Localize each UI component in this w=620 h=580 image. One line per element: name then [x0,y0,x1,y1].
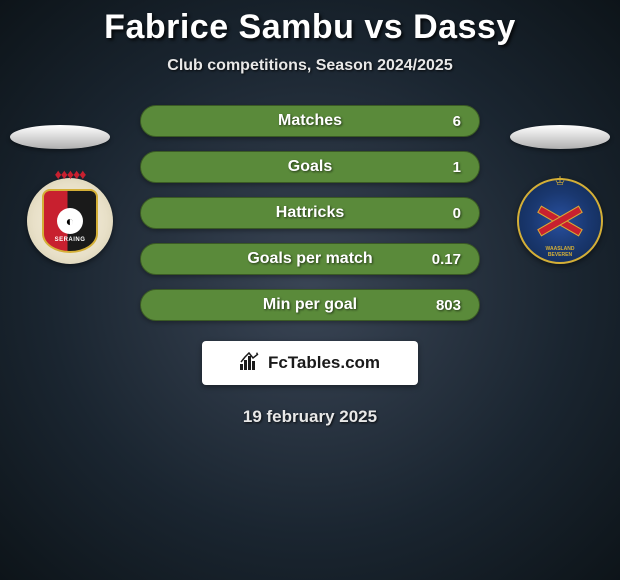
stat-label: Matches [278,112,342,130]
stat-row: Matches 6 [140,105,480,137]
branding-badge: FcTables.com [202,341,418,385]
stat-value-right: 1 [453,159,461,176]
page-subtitle: Club competitions, Season 2024/2025 [0,57,620,75]
chart-bars-icon [240,352,262,375]
stat-label: Goals [288,158,332,176]
stat-value-right: 0 [453,205,461,222]
infographic-container: Fabrice Sambu vs Dassy Club competitions… [0,0,620,427]
stat-label: Min per goal [263,296,357,314]
stats-rows: Matches 6 Goals 1 Hattricks 0 Goals per match 0… [140,105,480,321]
stats-area: Matches 6 Goals 1 Hattricks 0 Goals per match 0… [0,105,620,321]
stat-value-right: 6 [453,113,461,130]
stat-row: Goals per match 0.17 [140,243,480,275]
stat-label: Goals per match [247,250,372,268]
stat-value-right: 803 [436,297,461,314]
stat-row: Hattricks 0 [140,197,480,229]
page-title: Fabrice Sambu vs Dassy [0,8,620,47]
stat-value-right: 0.17 [432,251,461,268]
branding-text: FcTables.com [268,353,380,373]
stat-row: Min per goal 803 [140,289,480,321]
stat-row: Goals 1 [140,151,480,183]
footer-date: 19 february 2025 [0,407,620,427]
stat-label: Hattricks [276,204,344,222]
